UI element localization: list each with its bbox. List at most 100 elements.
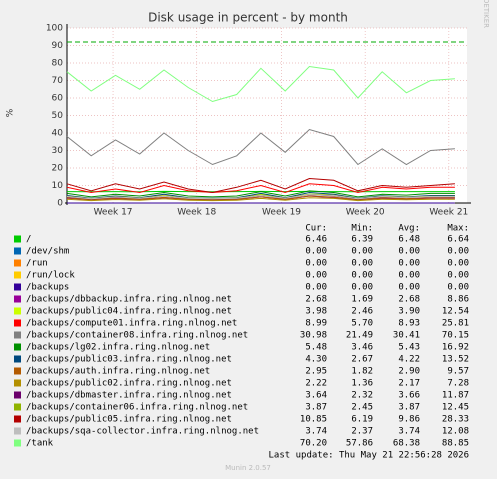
side-text: RRDTOOL / TOBI OETIKER (482, 0, 490, 28)
y-tick-label: 30 (52, 146, 64, 156)
legend-stat: 1.36 (351, 379, 373, 389)
legend-stat: 6.48 (398, 235, 420, 245)
footer: Munin 2.0.57 (225, 464, 271, 472)
legend-stat: 5.48 (305, 343, 327, 353)
legend-stat: 12.54 (442, 307, 469, 317)
x-tick-label: Week 17 (94, 208, 133, 218)
legend-header: Max: (447, 224, 469, 234)
legend-stat: 0.00 (305, 283, 327, 293)
legend-stat: 70.15 (442, 331, 469, 341)
legend-stat: 0.00 (351, 283, 373, 293)
legend-stat: 2.68 (305, 295, 327, 305)
legend-label: /backups/container08.infra.ring.nlnog.ne… (26, 331, 248, 341)
legend-label: /backups/container06.infra.ring.nlnog.ne… (26, 403, 248, 413)
legend-swatch (14, 295, 21, 303)
legend-label: /backups/lg02.infra.ring.nlnog.net (26, 343, 210, 353)
legend-swatch (14, 307, 21, 315)
legend-stat: 12.08 (442, 427, 469, 437)
legend-stat: 2.45 (351, 403, 373, 413)
legend-stat: 3.74 (398, 427, 420, 437)
legend-label: /backups/dbbackup.infra.ring.nlnog.net (26, 295, 232, 305)
legend-label: /backups/public03.infra.ring.nlnog.net (26, 355, 232, 365)
legend-stat: 8.86 (447, 295, 469, 305)
legend-stat: 0.00 (305, 259, 327, 269)
legend-stat: 3.98 (305, 307, 327, 317)
legend-stat: 6.19 (351, 415, 373, 425)
series-line (66, 190, 455, 198)
legend-stat: 0.00 (398, 247, 420, 257)
legend-label: /tank (26, 439, 54, 449)
x-tick-label: Week 20 (346, 208, 385, 218)
legend-stat: 30.98 (300, 331, 327, 341)
legend-stat: 0.00 (351, 247, 373, 257)
legend-stat: 30.41 (393, 331, 420, 341)
legend-stat: 0.00 (305, 271, 327, 281)
series-line (66, 183, 455, 194)
legend-stat: 1.82 (351, 367, 373, 377)
chart-title: Disk usage in percent - by month (148, 11, 348, 25)
legend-stat: 2.67 (351, 355, 373, 365)
legend-swatch (14, 319, 21, 327)
legend-swatch (14, 367, 21, 375)
legend-stat: 0.00 (447, 283, 469, 293)
legend-stat: 9.57 (447, 367, 469, 377)
legend-stat: 7.28 (447, 379, 469, 389)
legend-swatch (14, 403, 21, 411)
y-tick-label: 70 (52, 76, 64, 86)
legend-stat: 25.81 (442, 319, 469, 329)
legend-stat: 13.52 (442, 355, 469, 365)
legend-stat: 10.85 (300, 415, 327, 425)
legend-stat: 2.22 (305, 379, 327, 389)
legend-stat: 4.22 (398, 355, 420, 365)
legend-stat: 8.93 (398, 319, 420, 329)
legend-stat: 8.99 (305, 319, 327, 329)
legend-stat: 9.86 (398, 415, 420, 425)
series-line (66, 177, 455, 194)
legend-swatch (14, 259, 21, 267)
legend-stat: 0.00 (398, 271, 420, 281)
last-update: Last update: Thu May 21 22:56:28 2026 (269, 451, 469, 461)
y-tick-label: 40 (52, 129, 64, 139)
legend-stat: 0.00 (351, 259, 373, 269)
legend-stat: 2.90 (398, 367, 420, 377)
y-tick-label: 50 (52, 111, 64, 121)
series-line (66, 195, 455, 201)
legend-swatch (14, 439, 21, 447)
legend-label: /backups/sqa-collector.infra.ring.nlnog.… (26, 427, 259, 437)
legend-swatch (14, 391, 21, 399)
legend-stat: 57.86 (346, 439, 373, 449)
legend-stat: 3.66 (398, 391, 420, 401)
legend-stat: 0.00 (447, 247, 469, 257)
legend-stat: 2.68 (398, 295, 420, 305)
series-line (66, 197, 455, 202)
legend-stat: 0.00 (398, 283, 420, 293)
legend-stat: 1.69 (351, 295, 373, 305)
legend-stat: 70.20 (300, 439, 327, 449)
x-tick-label: Week 19 (262, 208, 301, 218)
legend-stat: 88.85 (442, 439, 469, 449)
legend-stat: 2.95 (305, 367, 327, 377)
legend-stat: 6.64 (447, 235, 469, 245)
series-line (66, 65, 455, 103)
legend-stat: 68.38 (393, 439, 420, 449)
legend-stat: 5.43 (398, 343, 420, 353)
legend-label: /backups/compute01.infra.ring.nlnog.net (26, 319, 237, 329)
legend-label: /backups/dbmaster.infra.ring.nlnog.net (26, 391, 232, 401)
y-axis-label: % (6, 108, 16, 117)
x-tick-label: Week 21 (429, 208, 468, 218)
legend-stat: 2.17 (398, 379, 420, 389)
legend-swatch (14, 283, 21, 291)
y-tick-label: 80 (52, 59, 64, 69)
y-tick-label: 20 (52, 164, 64, 174)
legend-stat: 6.39 (351, 235, 373, 245)
legend-stat: 11.87 (442, 391, 469, 401)
legend-stat: 2.37 (351, 427, 373, 437)
series-line (66, 128, 455, 166)
legend-header: Min: (351, 224, 373, 234)
y-tick-label: 100 (46, 24, 63, 34)
y-tick-label: 10 (52, 181, 64, 191)
legend-stat: 3.87 (305, 403, 327, 413)
legend-stat: 3.74 (305, 427, 327, 437)
legend-stat: 6.46 (305, 235, 327, 245)
